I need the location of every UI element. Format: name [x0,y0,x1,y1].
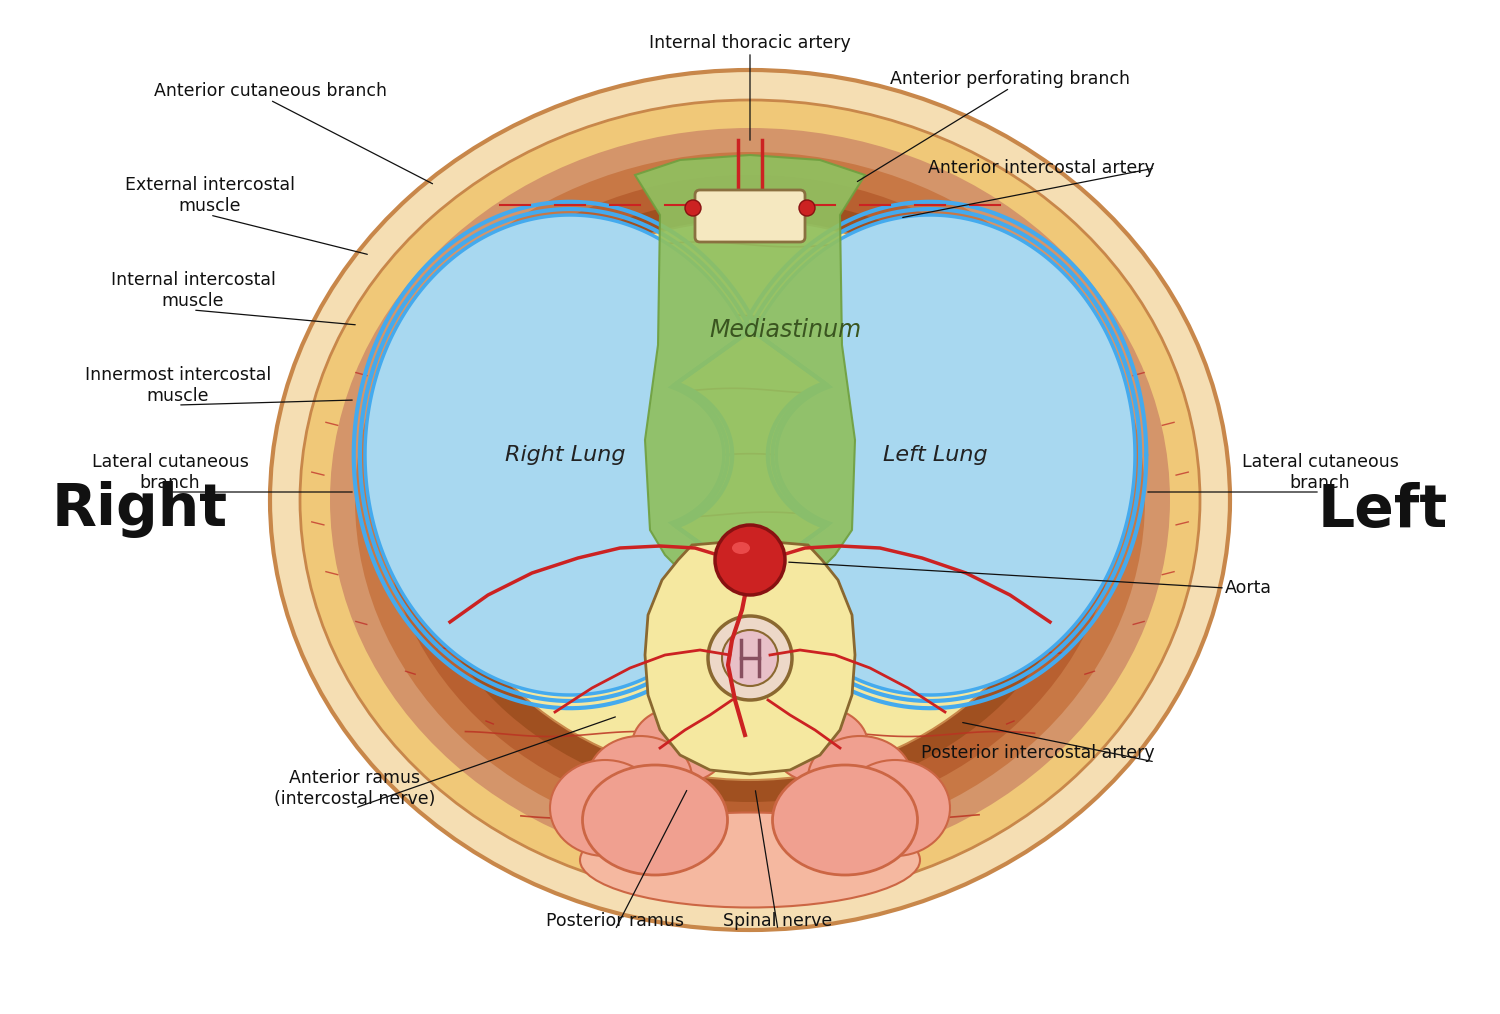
Ellipse shape [432,220,1068,780]
Ellipse shape [382,175,1118,825]
Text: Left: Left [1317,482,1448,538]
Ellipse shape [270,70,1230,930]
Text: External intercostal
muscle: External intercostal muscle [124,176,296,215]
Ellipse shape [550,760,660,856]
Circle shape [800,200,814,216]
Text: Internal thoracic artery: Internal thoracic artery [650,34,850,52]
Polygon shape [754,215,1136,695]
Text: Aorta: Aorta [1226,579,1272,597]
Text: Posterior intercostal artery: Posterior intercostal artery [921,744,1155,762]
Ellipse shape [772,765,918,875]
Polygon shape [634,155,866,580]
Text: Innermost intercostal
muscle: Innermost intercostal muscle [86,366,272,405]
Ellipse shape [300,100,1200,900]
Circle shape [716,525,784,595]
Polygon shape [364,215,747,695]
Polygon shape [645,540,855,774]
Text: Right Lung: Right Lung [506,445,626,465]
Text: Anterior cutaneous branch: Anterior cutaneous branch [153,82,387,100]
Text: Anterior ramus
(intercostal nerve): Anterior ramus (intercostal nerve) [274,770,435,808]
Ellipse shape [632,707,728,783]
Text: Mediastinum: Mediastinum [710,318,861,342]
Circle shape [708,615,792,700]
Text: Spinal nerve: Spinal nerve [723,912,833,930]
Text: Posterior ramus: Posterior ramus [546,912,684,930]
Ellipse shape [732,542,750,554]
Text: Right: Right [53,482,228,538]
Ellipse shape [808,736,912,820]
Ellipse shape [330,128,1170,872]
Ellipse shape [588,736,692,820]
Text: Left Lung: Left Lung [882,445,987,465]
Ellipse shape [840,760,950,856]
Ellipse shape [580,812,920,908]
Ellipse shape [408,198,1092,802]
Text: Internal intercostal
muscle: Internal intercostal muscle [111,271,276,310]
Ellipse shape [582,765,728,875]
Text: Lateral cutaneous
branch: Lateral cutaneous branch [1242,453,1398,492]
Text: Lateral cutaneous
branch: Lateral cutaneous branch [92,453,249,492]
Text: Anterior perforating branch: Anterior perforating branch [890,70,1130,88]
Circle shape [722,630,778,686]
Text: Anterior intercostal artery: Anterior intercostal artery [928,159,1155,177]
Ellipse shape [772,707,868,783]
Ellipse shape [356,152,1144,848]
Circle shape [686,200,700,216]
FancyBboxPatch shape [694,190,806,242]
